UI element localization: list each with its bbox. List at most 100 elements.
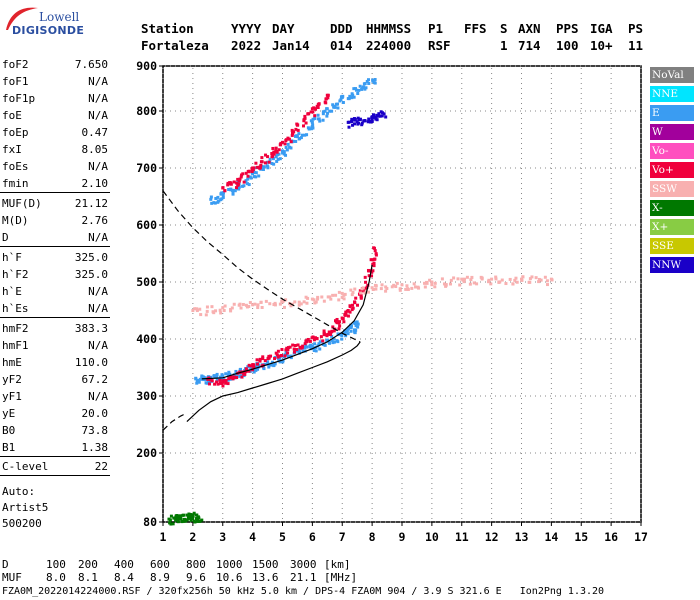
echo-point: [317, 117, 321, 121]
grid-dot: [375, 224, 376, 226]
grid-dot: [461, 363, 463, 364]
grid-dot: [550, 333, 552, 334]
grid-dot: [175, 395, 176, 397]
echo-point: [303, 133, 307, 137]
grid-dot: [580, 153, 582, 154]
grid-dot: [535, 395, 536, 397]
echo-point: [355, 320, 359, 324]
grid-dot: [610, 178, 612, 179]
grid-dot: [431, 483, 433, 484]
grid-dot: [580, 353, 582, 354]
grid-dot: [550, 303, 552, 304]
header-val-5: RSF: [428, 38, 451, 53]
grid-dot: [222, 168, 224, 169]
echo-point: [306, 337, 310, 341]
grid-dot: [341, 453, 343, 454]
grid-dot: [401, 438, 403, 439]
grid-dot: [341, 478, 343, 479]
grid-dot: [282, 108, 283, 109]
echo-point: [176, 520, 180, 524]
echo-point: [321, 339, 325, 343]
grid-dot: [341, 153, 343, 154]
echo-point: [259, 300, 263, 304]
grid-dot: [162, 433, 164, 434]
grid-dot: [341, 268, 343, 269]
x-tick-label: 14: [544, 530, 558, 544]
grid-dot: [450, 395, 451, 397]
grid-dot: [260, 338, 261, 340]
grid-dot: [320, 281, 321, 283]
grid-dot: [282, 483, 283, 484]
grid-dot: [325, 338, 326, 340]
grid-dot: [210, 452, 211, 454]
grid-dot: [295, 521, 296, 523]
grid-dot: [605, 395, 606, 397]
grid-dot: [282, 88, 283, 89]
grid-dot: [192, 193, 194, 194]
grid-dot: [640, 238, 642, 239]
echo-point: [276, 349, 280, 353]
grid-dot: [610, 338, 611, 340]
grid-dot: [371, 123, 373, 124]
grid-dot: [431, 438, 433, 439]
grid-dot: [371, 268, 373, 269]
grid-dot: [550, 78, 552, 79]
grid-dot: [460, 452, 461, 454]
grid-dot: [431, 418, 433, 419]
grid-dot: [580, 378, 582, 379]
grid-dot: [461, 358, 463, 359]
grid-dot: [341, 278, 343, 279]
grid-dot: [195, 110, 196, 112]
echo-point: [395, 281, 399, 285]
grid-dot: [640, 323, 642, 324]
grid-dot: [282, 368, 283, 369]
grid-dot: [311, 488, 313, 489]
grid-dot: [355, 65, 356, 67]
grid-dot: [640, 368, 642, 369]
grid-dot: [252, 473, 254, 474]
grid-dot: [461, 178, 463, 179]
grid-dot: [610, 418, 612, 419]
echo-point: [233, 189, 237, 193]
legend-vo: Vo+: [650, 162, 694, 178]
grid-dot: [431, 143, 433, 144]
grid-dot: [245, 65, 246, 67]
grid-dot: [640, 224, 641, 226]
grid-dot: [282, 468, 283, 469]
grid-dot: [282, 418, 283, 419]
grid-dot: [580, 188, 582, 189]
echo-point: [274, 351, 278, 355]
grid-dot: [192, 458, 194, 459]
grid-dot: [625, 281, 626, 283]
grid-dot: [515, 395, 516, 397]
grid-dot: [640, 438, 642, 439]
grid-dot: [180, 338, 181, 340]
grid-dot: [521, 313, 522, 314]
legend-w: W: [650, 124, 694, 140]
grid-dot: [282, 68, 283, 69]
grid-dot: [162, 303, 164, 304]
grid-dot: [252, 223, 254, 224]
grid-dot: [245, 224, 246, 226]
echo-point: [352, 95, 356, 99]
grid-dot: [371, 238, 373, 239]
echo-point: [362, 119, 366, 123]
echo-point: [318, 119, 322, 123]
grid-dot: [275, 395, 276, 397]
grid-dot: [521, 128, 522, 129]
param-label: B0: [2, 424, 16, 437]
echo-point: [227, 372, 231, 376]
param-hf: h`F 325.0: [2, 251, 108, 267]
grid-dot: [431, 238, 433, 239]
echo-point: [270, 360, 274, 364]
grid-dot: [375, 167, 376, 169]
grid-dot: [311, 223, 313, 224]
grid-dot: [491, 173, 493, 174]
grid-dot: [341, 288, 343, 289]
param-value: 110.0: [74, 356, 108, 369]
echo-point: [278, 157, 282, 161]
grid-dot: [371, 358, 373, 359]
grid-dot: [252, 338, 254, 339]
grid-dot: [461, 343, 463, 344]
grid-dot: [431, 148, 433, 149]
